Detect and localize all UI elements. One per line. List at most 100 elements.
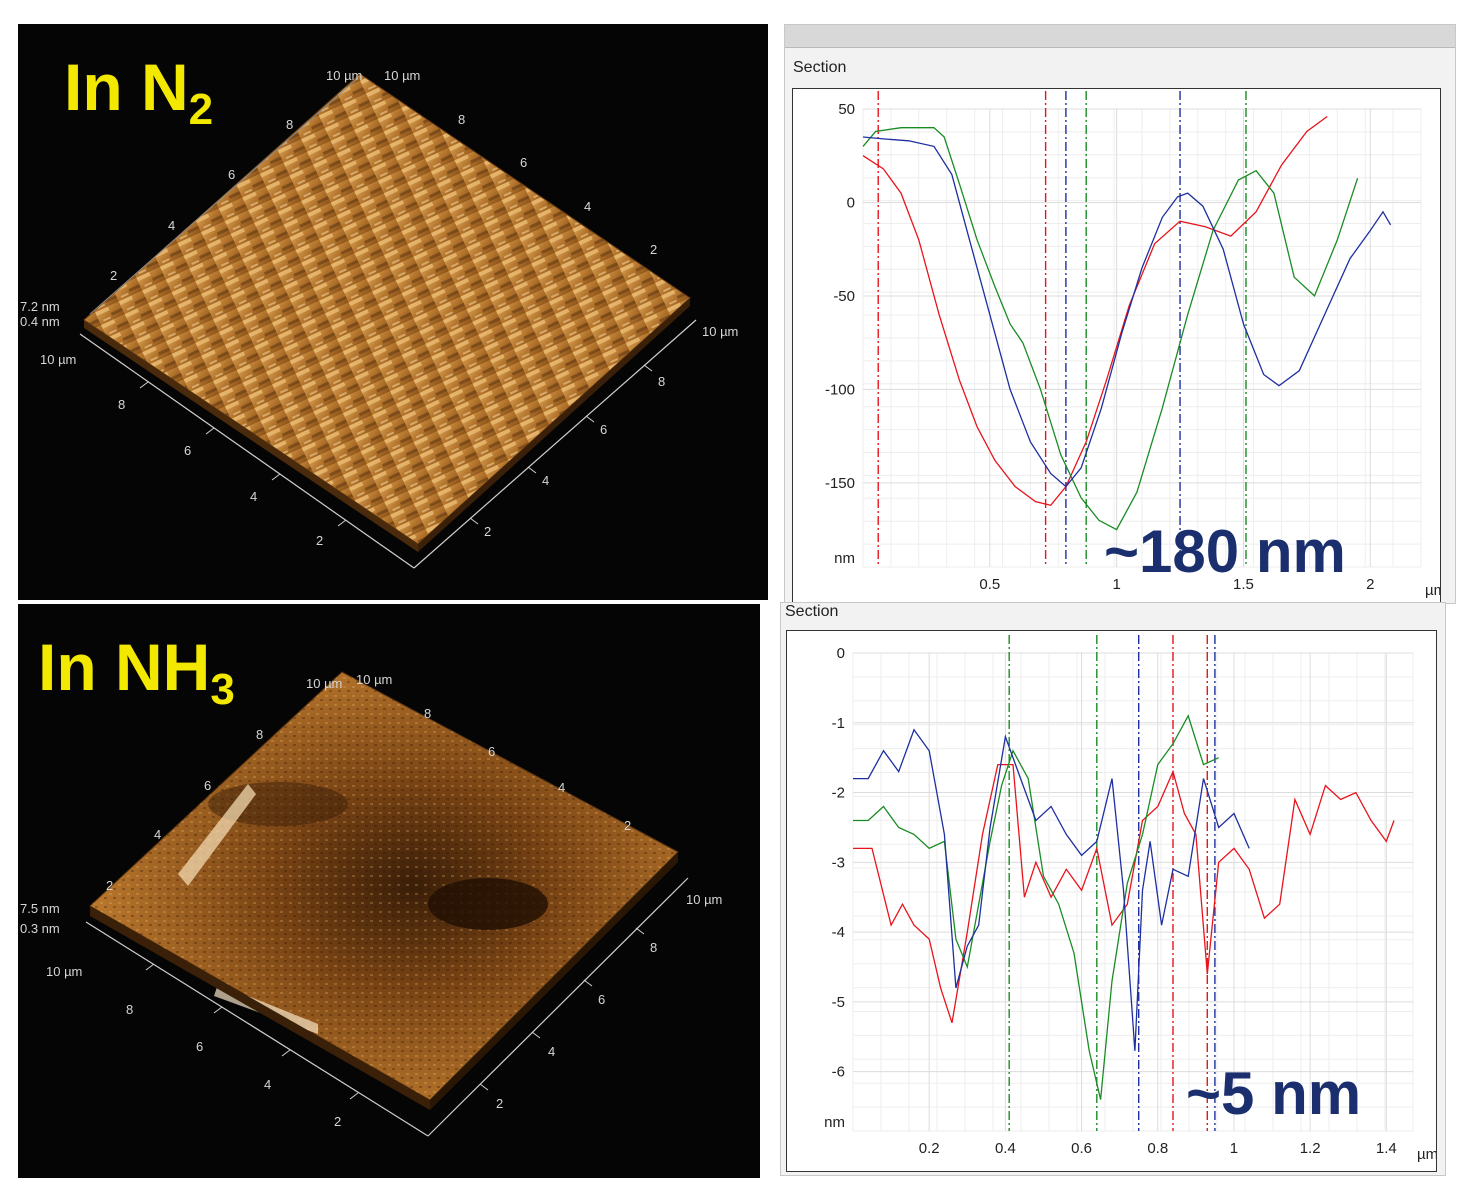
y-tick-label: -2 xyxy=(832,785,845,802)
x-tick-label: 1.5 xyxy=(1233,576,1254,593)
y-axis-unit: nm xyxy=(834,550,855,567)
n2-right-tick-6: 6 xyxy=(600,422,607,437)
x-tick-label: 2 xyxy=(1366,576,1374,593)
nh3-back-right-tick-6: 6 xyxy=(488,744,495,759)
x-axis-unit: µm xyxy=(1425,582,1440,599)
n2-back-axis-ticks: 2 4 6 8 10 µm 10 µm 8 6 4 2 xyxy=(110,68,657,283)
n2-front-axis-ticks: 10 µm 8 6 4 2 xyxy=(40,352,347,548)
nh3-front-tick-6: 6 xyxy=(196,1039,203,1054)
y-axis-unit: nm xyxy=(824,1114,845,1131)
section-chart-top: 0.5 1 1.5 2 50 0 -50 -100 -150 nm µm xyxy=(825,91,1440,599)
nh3-back-left-tick-8: 8 xyxy=(256,727,263,742)
x-tick-label: 0.4 xyxy=(995,1140,1016,1157)
blue-profile-line xyxy=(862,136,1392,488)
nh3-front-axis-ticks: 10 µm 8 6 4 2 xyxy=(46,963,359,1129)
y-tick-label: -6 xyxy=(832,1064,845,1081)
window-top-bar xyxy=(785,25,1455,48)
nh3-back-right-tick-4: 4 xyxy=(558,780,565,795)
afm-title-nh3: In NH3 xyxy=(38,634,235,712)
y-tick-label: -3 xyxy=(832,854,845,871)
afm-image-n2: 10 µm 8 6 4 2 2 4 6 8 10 µm 2 4 6 8 10 µ… xyxy=(18,24,768,600)
x-tick-label: 0.8 xyxy=(1147,1140,1168,1157)
n2-back-left-tick-4: 4 xyxy=(168,218,175,233)
nh3-back-right-tick-8: 8 xyxy=(424,706,431,721)
afm-title-n2: In N2 xyxy=(64,54,213,132)
grid xyxy=(852,652,1414,1132)
afm-image-nh3: 10 µm 8 6 4 2 2 4 6 8 10 µm 2 4 6 8 10 µ… xyxy=(18,604,760,1178)
nh3-back-left-tick-10: 10 µm xyxy=(306,676,342,691)
y-tick-label: 0 xyxy=(847,194,855,211)
section-plot-bottom: 0.2 0.4 0.6 0.8 1 1.2 1.4 0 -1 -2 -3 -4 -5 -6 nm µm xyxy=(786,630,1437,1172)
nh3-right-tick-2: 2 xyxy=(496,1096,503,1111)
green-profile-line xyxy=(853,714,1219,1100)
n2-back-left-tick-8: 8 xyxy=(286,117,293,132)
n2-front-tick-2: 2 xyxy=(316,533,323,548)
n2-front-tick-8: 8 xyxy=(118,397,125,412)
nh3-back-axis-ticks: 2 4 6 8 10 µm 10 µm 8 6 4 2 xyxy=(106,672,631,893)
y-tick-label: -100 xyxy=(825,381,855,398)
section-title-top: Section xyxy=(793,59,847,76)
section-title-bottom: Section xyxy=(785,603,839,620)
n2-z-bottom-label: 0.4 nm xyxy=(20,314,60,329)
n2-right-tick-2: 2 xyxy=(484,524,491,539)
n2-back-left-tick-2: 2 xyxy=(110,268,117,283)
n2-back-right-tick-2: 2 xyxy=(650,242,657,257)
blue-profile-line xyxy=(853,728,1250,1051)
n2-back-right-tick-6: 6 xyxy=(520,155,527,170)
x-tick-label: 1 xyxy=(1230,1140,1238,1157)
section-plot-top: 0.5 1 1.5 2 50 0 -50 -100 -150 nm µm xyxy=(792,88,1441,606)
n2-front-tick-4: 4 xyxy=(250,489,257,504)
green-profile-line xyxy=(862,127,1359,531)
nh3-right-tick-10: 10 µm xyxy=(686,892,722,907)
n2-z-top-label: 7.2 nm xyxy=(20,299,60,314)
y-tick-label: -5 xyxy=(832,994,845,1011)
section-chart-bottom: 0.2 0.4 0.6 0.8 1 1.2 1.4 0 -1 -2 -3 -4 -5 -6 nm µm xyxy=(824,635,1436,1163)
afm-title-n2-sub: 2 xyxy=(188,85,214,134)
nh3-back-left-tick-4: 4 xyxy=(154,827,161,842)
nh3-z-bottom-label: 0.3 nm xyxy=(20,921,60,936)
x-tick-label: 0.5 xyxy=(979,576,1000,593)
x-tick-label: 0.2 xyxy=(919,1140,940,1157)
afm-surface-n2: 10 µm 8 6 4 2 2 4 6 8 10 µm 2 4 6 8 10 µ… xyxy=(20,68,738,569)
nh3-back-right-tick-10: 10 µm xyxy=(356,672,392,687)
n2-right-tick-8: 8 xyxy=(658,374,665,389)
afm-title-n2-main: In N xyxy=(64,50,189,124)
nh3-front-tick-10: 10 µm xyxy=(46,964,82,979)
x-tick-label: 0.6 xyxy=(1071,1140,1092,1157)
n2-back-left-tick-10: 10 µm xyxy=(326,68,362,83)
grid xyxy=(862,108,1422,568)
n2-right-tick-10: 10 µm xyxy=(702,324,738,339)
n2-front-tick-10: 10 µm xyxy=(40,352,76,367)
n2-right-axis-ticks: 2 4 6 8 10 µm xyxy=(469,324,738,539)
nh3-right-tick-8: 8 xyxy=(650,940,657,955)
y-tick-label: -150 xyxy=(825,475,855,492)
nh3-right-axis-ticks: 2 4 6 8 10 µm xyxy=(479,892,722,1111)
x-axis-unit: µm xyxy=(1417,1146,1436,1163)
x-tick-label: 1.2 xyxy=(1300,1140,1321,1157)
nh3-right-tick-4: 4 xyxy=(548,1044,555,1059)
annotation-180nm: ~180 nm xyxy=(1104,518,1346,585)
x-tick-label: 1 xyxy=(1112,576,1120,593)
nh3-right-tick-6: 6 xyxy=(598,992,605,1007)
x-tick-label: 1.4 xyxy=(1376,1140,1397,1157)
nh3-back-right-tick-2: 2 xyxy=(624,818,631,833)
n2-back-right-tick-8: 8 xyxy=(458,112,465,127)
nh3-front-tick-2: 2 xyxy=(334,1114,341,1129)
nh3-back-left-tick-6: 6 xyxy=(204,778,211,793)
annotation-5nm: ~5 nm xyxy=(1186,1060,1362,1127)
n2-back-left-tick-6: 6 xyxy=(228,167,235,182)
afm-title-nh3-main: In NH xyxy=(38,630,211,704)
y-tick-label: -4 xyxy=(832,924,845,941)
y-tick-label: -1 xyxy=(832,715,845,732)
n2-right-tick-4: 4 xyxy=(542,473,549,488)
y-tick-label: 50 xyxy=(838,101,855,118)
red-profile-line xyxy=(853,763,1395,1024)
nh3-front-tick-4: 4 xyxy=(264,1077,271,1092)
n2-back-right-tick-10: 10 µm xyxy=(384,68,420,83)
y-tick-label: 0 xyxy=(837,645,845,662)
n2-back-right-tick-4: 4 xyxy=(584,199,591,214)
nh3-back-left-tick-2: 2 xyxy=(106,878,113,893)
nh3-front-tick-8: 8 xyxy=(126,1002,133,1017)
y-tick-label: -50 xyxy=(833,288,855,305)
afm-title-nh3-sub: 3 xyxy=(210,665,235,714)
